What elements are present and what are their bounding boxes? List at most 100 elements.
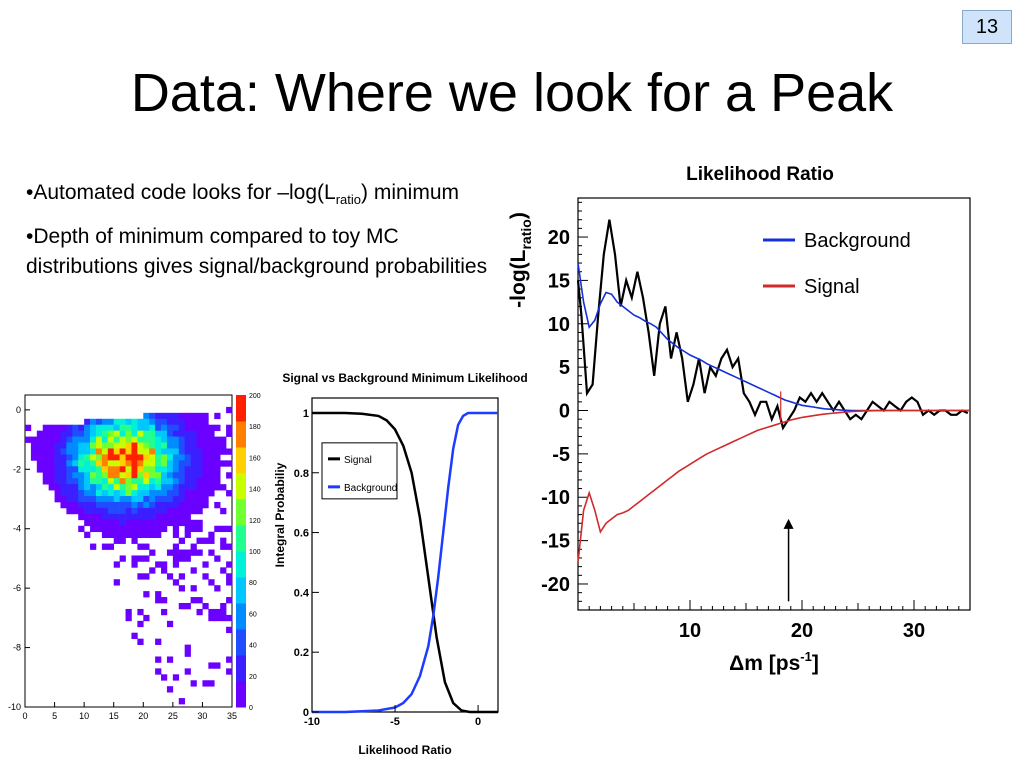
heatmap-cell [78, 448, 85, 455]
heatmap-cell [95, 418, 103, 426]
heatmap-cell [214, 436, 221, 443]
heatmap-cell [143, 472, 150, 479]
heatmap-cell [226, 573, 233, 580]
bullet-subscript: ratio [335, 192, 361, 208]
heatmap-cell [178, 430, 185, 437]
heatmap-cell [143, 430, 150, 437]
heatmap-cell [196, 484, 203, 491]
heatmap-cell [36, 454, 44, 461]
heatmap-cell [107, 472, 115, 479]
series-line-signal [312, 411, 498, 714]
heatmap-cell [172, 507, 180, 515]
heatmap-cell [84, 466, 91, 473]
heatmap-cell [149, 513, 156, 521]
heatmap-cell [155, 591, 162, 598]
heatmap-cell [196, 549, 203, 556]
heatmap-cell [48, 454, 55, 461]
heatmap-cell [48, 478, 55, 485]
heatmap-cell [84, 436, 91, 443]
heatmap-cell [149, 460, 156, 467]
heatmap-cell [113, 537, 120, 544]
heatmap-cell [202, 573, 209, 580]
heatmap-cell [208, 484, 215, 491]
heatmap-cell [196, 501, 203, 509]
heatmap-cell [178, 424, 185, 432]
heatmap-cell [54, 484, 61, 491]
heatmap-cell [101, 460, 109, 467]
heatmap-cell [196, 424, 203, 432]
heatmap-cell [214, 424, 221, 432]
heatmap-cell [166, 519, 174, 527]
heatmap-cell [60, 448, 67, 455]
heatmap-cell [178, 490, 185, 497]
heatmap-cell [178, 484, 185, 491]
heatmap-cell [113, 519, 120, 527]
heatmap-cell [220, 442, 227, 449]
heatmap-cell [42, 454, 49, 461]
y-tick-label: -10 [541, 487, 570, 509]
heatmap-cell [172, 460, 180, 467]
heatmap-cell [184, 472, 191, 479]
likelihood-chart: Likelihood Ratio 10 20 30 20 15 10 5 0 -5 -10 -15 -2… [507, 164, 971, 675]
heatmap-cell [143, 519, 150, 527]
heatmap-cell [119, 460, 126, 467]
heatmap-cell [84, 454, 91, 461]
heatmap-cell [42, 424, 49, 432]
heatmap-cell [90, 424, 97, 432]
y-tick-label: 0 [303, 707, 309, 719]
heatmap-cell [226, 597, 233, 604]
heatmap-cell [25, 424, 32, 432]
heatmap-cell [190, 567, 197, 574]
heatmap-cell [184, 603, 191, 610]
heatmap-cell [155, 561, 162, 568]
heatmap-cell [143, 501, 150, 509]
heatmap-cell [149, 496, 156, 503]
heatmap-cell [178, 519, 185, 527]
heatmap-cell [131, 478, 138, 485]
heatmap-cell [90, 430, 97, 437]
heatmap-cell [131, 632, 138, 640]
heatmap-cell [48, 460, 55, 467]
heatmap-cell [95, 496, 103, 503]
heatmap-cell [184, 513, 191, 521]
heatmap-cell [214, 448, 221, 455]
heatmap-cell [226, 472, 233, 479]
heatmap-cell [95, 460, 103, 467]
heatmap-cell [172, 454, 180, 461]
heatmap-cell [196, 525, 203, 533]
x-axis-label-main: Δm [ps [729, 652, 800, 675]
heatmap-cell [90, 501, 97, 509]
heatmap-cell [48, 448, 55, 455]
color-scale-band [236, 681, 246, 708]
heatmap-cell [101, 466, 109, 473]
color-scale-band [236, 655, 246, 682]
heatmap-cell [42, 472, 49, 479]
heatmap-cell [178, 418, 185, 426]
heatmap-cell [190, 501, 197, 509]
heatmap-cell [184, 430, 191, 437]
heatmap-cell [143, 442, 150, 449]
heatmap-cell [184, 668, 191, 675]
heatmap-cell [172, 436, 180, 443]
heatmap-cell [214, 478, 221, 485]
heatmap-cell [101, 430, 109, 437]
heatmap-cell [84, 424, 91, 432]
heatmap-cell [95, 454, 103, 461]
heatmap-cell [119, 513, 126, 521]
heatmap-cell [166, 501, 174, 509]
heatmap-cell [220, 484, 227, 491]
heatmap-cell [161, 608, 168, 616]
heatmap-cell [107, 490, 115, 497]
heatmap-cell [95, 466, 103, 473]
heatmap-cell [196, 430, 203, 437]
heatmap-cell [60, 424, 67, 432]
heatmap-cell [220, 507, 227, 515]
heatmap-cell [172, 484, 180, 491]
heatmap-cell [137, 424, 144, 432]
heatmap-cell [131, 496, 138, 503]
heatmap-cell [143, 436, 150, 443]
color-scale-band [236, 551, 246, 578]
color-scale-label: 200 [249, 393, 261, 400]
heatmap-cell [113, 501, 120, 509]
heatmap-cell [143, 460, 150, 467]
